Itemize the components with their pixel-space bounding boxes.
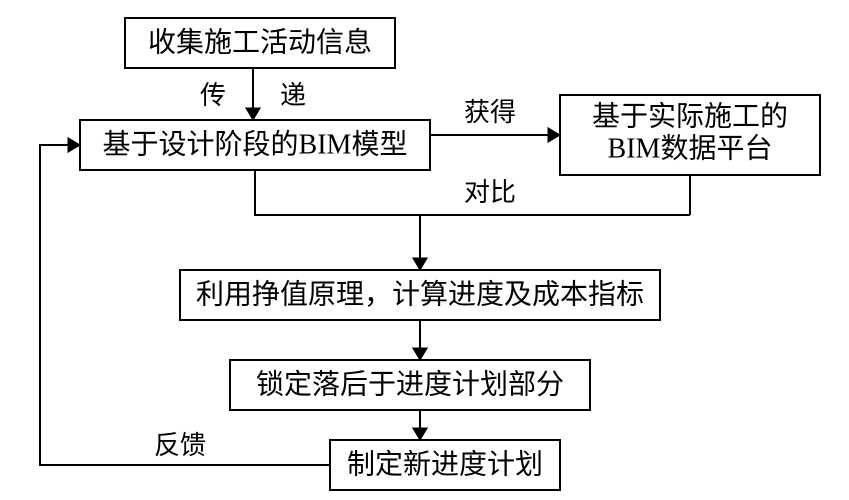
flow-node: 利用挣值原理，计算进度及成本指标: [180, 270, 660, 320]
edge-label-feedback: 反馈: [154, 431, 206, 460]
flow-node: 基于实际施工的BIM数据平台: [560, 95, 820, 175]
node-label: 基于实际施工的: [592, 100, 788, 132]
nodes-layer: 收集施工活动信息基于设计阶段的BIM模型 基于实际施工的BIM数据平台利用挣值原理…: [80, 18, 820, 490]
edge-label-compare: 对比: [464, 178, 516, 207]
flow-node: 基于设计阶段的BIM模型: [80, 120, 430, 170]
node-label: 锁定落后于进度计划部分: [256, 368, 564, 400]
node-label: 制定新进度计划: [347, 448, 543, 480]
flow-node: 锁定落后于进度计划部分: [230, 360, 590, 410]
edge-label-transfer-right: 递: [280, 81, 306, 110]
flow-node: 制定新进度计划: [330, 440, 560, 490]
node-label: 利用挣值原理，计算进度及成本指标: [196, 278, 644, 310]
flow-node: 收集施工活动信息: [125, 18, 395, 68]
edge-label-obtain: 获得: [464, 98, 516, 127]
edge-label-transfer-left: 传: [200, 81, 226, 110]
node-label: 收集施工活动信息: [148, 26, 372, 58]
node-label: BIM数据平台: [608, 132, 773, 164]
node-label: 基于设计阶段的BIM模型: [103, 128, 408, 160]
